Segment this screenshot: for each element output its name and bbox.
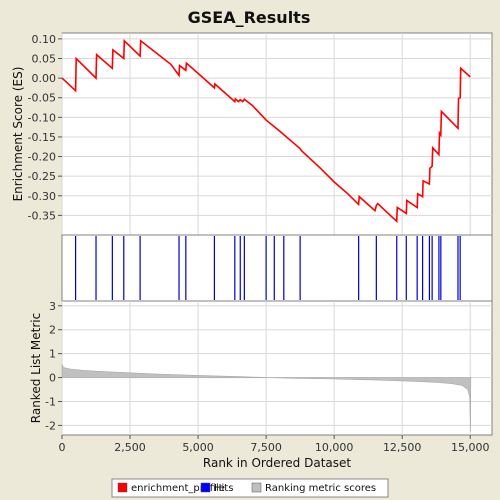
es-ytick-label: -0.05: [28, 92, 56, 105]
es-ytick-label: -0.20: [28, 151, 56, 164]
es-ylabel: Enrichment Score (ES): [11, 67, 25, 202]
rm-ylabel: Ranked List Metric: [29, 313, 43, 423]
legend-swatch: [117, 482, 128, 493]
legend-swatch: [251, 482, 262, 493]
es-ytick-label: -0.10: [28, 111, 56, 124]
x-tick-label: 7,500: [250, 441, 282, 454]
legend-label: enrichment_profile: [131, 483, 225, 494]
es-ytick-label: 0.10: [32, 33, 57, 46]
ranking-metric-area: [61, 364, 472, 432]
x-tick-label: 5,000: [182, 441, 214, 454]
legend-label: Hits: [214, 483, 233, 494]
enrichment-panel: [61, 32, 493, 236]
es-ytick-label: 0.00: [32, 72, 57, 85]
rm-ytick-label: 3: [49, 300, 56, 313]
es-ytick-label: -0.15: [28, 131, 56, 144]
es-ytick-label: -0.35: [28, 209, 56, 222]
enrichment-profile-line: [61, 38, 471, 224]
legend-label: Ranking metric scores: [265, 483, 376, 494]
chart-title: GSEA_Results: [188, 8, 311, 27]
es-ytick-label: -0.25: [28, 170, 56, 183]
hits-panel: [61, 234, 493, 302]
rm-ytick-label: -1: [45, 396, 56, 409]
x-tick-label: 10,000: [315, 441, 354, 454]
x-tick-label: 15,000: [451, 441, 490, 454]
ranked-metric-panel: [61, 300, 493, 436]
legend-swatch: [200, 482, 211, 493]
rm-ytick-label: 0: [49, 372, 56, 385]
es-ytick-label: -0.30: [28, 190, 56, 203]
x-tick-label: 12,500: [383, 441, 422, 454]
x-tick-label: 2,500: [114, 441, 146, 454]
rm-ytick-label: 1: [49, 348, 56, 361]
rm-ytick-label: -2: [45, 419, 56, 432]
x-axis-label: Rank in Ordered Dataset: [203, 456, 351, 470]
es-ytick-label: 0.05: [32, 52, 57, 65]
x-tick-label: 0: [59, 441, 66, 454]
rm-ytick-label: 2: [49, 324, 56, 337]
legend-box: [111, 478, 389, 498]
